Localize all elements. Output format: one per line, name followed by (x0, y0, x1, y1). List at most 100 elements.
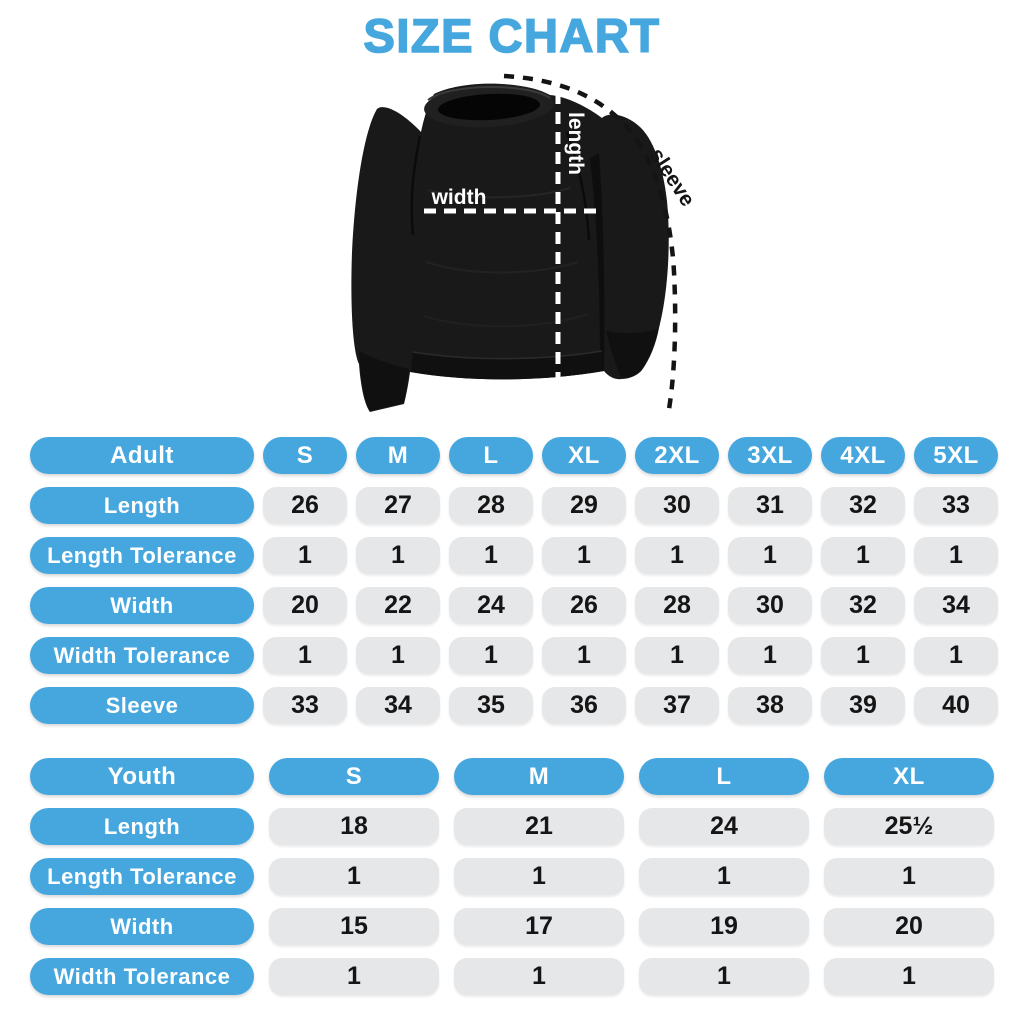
adult-sleeve-3xl: 38 (728, 687, 812, 724)
adult-length-tol-l: 1 (449, 537, 533, 574)
youth-width-xl: 20 (824, 908, 994, 945)
adult-length-tol-4xl: 1 (821, 537, 905, 574)
youth-size-header-xl: XL (824, 758, 994, 795)
youth-row-label-width: Width (30, 908, 254, 945)
youth-length-l: 24 (639, 808, 809, 845)
adult-size-header-5xl: 5XL (914, 437, 998, 474)
fold-line-3 (423, 313, 589, 328)
sleeve-measure-line (503, 73, 678, 416)
collar-highlight (427, 86, 551, 101)
page-title: SIZE CHART (363, 9, 661, 63)
adult-sleeve-m: 34 (356, 687, 440, 724)
youth-width-m: 17 (454, 908, 624, 945)
youth-width-tol-l: 1 (639, 958, 809, 995)
adult-width-tol-l: 1 (449, 637, 533, 674)
youth-row-label-width-tolerance: Width Tolerance (30, 958, 254, 995)
hem-seam (412, 350, 603, 360)
adult-length-tol-m: 1 (356, 537, 440, 574)
adult-length-tol-3xl: 1 (728, 537, 812, 574)
adult-width-tol-3xl: 1 (728, 637, 812, 674)
adult-sleeve-s: 33 (263, 687, 347, 724)
youth-length-s: 18 (269, 808, 439, 845)
adult-row-label-sleeve: Sleeve (30, 687, 254, 724)
adult-size-header-l: L (449, 437, 533, 474)
youth-table-header: Youth (30, 758, 254, 795)
adult-length-5xl: 33 (914, 487, 998, 524)
adult-sleeve-l: 35 (449, 687, 533, 724)
adult-size-header-3xl: 3XL (728, 437, 812, 474)
sweatshirt-silhouette (351, 83, 669, 412)
sweatshirt-diagram: width length sleeve (330, 62, 710, 434)
adult-size-header-4xl: 4XL (821, 437, 905, 474)
adult-length-tol-s: 1 (263, 537, 347, 574)
youth-length-m: 21 (454, 808, 624, 845)
adult-width-tol-2xl: 1 (635, 637, 719, 674)
youth-width-tol-s: 1 (269, 958, 439, 995)
adult-width-tol-xl: 1 (542, 637, 626, 674)
youth-length-tol-m: 1 (454, 858, 624, 895)
length-label: length (564, 112, 587, 175)
adult-length-2xl: 30 (635, 487, 719, 524)
fold-line-1 (427, 187, 571, 199)
adult-row-label-width-tolerance: Width Tolerance (30, 637, 254, 674)
adult-size-table: Adult S M L XL 2XL 3XL 4XL 5XL Length 26… (30, 437, 998, 724)
youth-size-table: Youth S M L XL Length 18 21 24 25½ Lengt… (30, 758, 994, 995)
width-label: width (431, 186, 487, 209)
adult-width-tol-5xl: 1 (914, 637, 998, 674)
adult-table-header: Adult (30, 437, 254, 474)
youth-length-tol-s: 1 (269, 858, 439, 895)
adult-width-tol-4xl: 1 (821, 637, 905, 674)
adult-sleeve-2xl: 37 (635, 687, 719, 724)
left-cuff (359, 351, 409, 411)
right-side-shadow (590, 153, 605, 371)
adult-sleeve-5xl: 40 (914, 687, 998, 724)
adult-length-l: 28 (449, 487, 533, 524)
youth-size-header-s: S (269, 758, 439, 795)
youth-size-header-m: M (454, 758, 624, 795)
youth-size-header-l: L (639, 758, 809, 795)
adult-width-l: 24 (449, 587, 533, 624)
adult-size-header-2xl: 2XL (635, 437, 719, 474)
youth-width-tol-m: 1 (454, 958, 624, 995)
adult-size-header-m: M (356, 437, 440, 474)
adult-row-label-length: Length (30, 487, 254, 524)
youth-row-label-length: Length (30, 808, 254, 845)
youth-length-tol-l: 1 (639, 858, 809, 895)
right-armhole-seam (565, 131, 591, 241)
sweatshirt-graphic: width length sleeve (351, 73, 699, 416)
adult-width-tol-m: 1 (356, 637, 440, 674)
fold-line-2 (425, 261, 579, 274)
adult-length-m: 27 (356, 487, 440, 524)
youth-row-label-length-tolerance: Length Tolerance (30, 858, 254, 895)
left-armhole-seam (410, 135, 422, 236)
adult-width-2xl: 28 (635, 587, 719, 624)
adult-size-header-s: S (263, 437, 347, 474)
adult-length-4xl: 32 (821, 487, 905, 524)
right-cuff (606, 329, 658, 378)
youth-width-tol-xl: 1 (824, 958, 994, 995)
youth-width-s: 15 (269, 908, 439, 945)
adult-length-tol-5xl: 1 (914, 537, 998, 574)
adult-length-3xl: 31 (728, 487, 812, 524)
collar-opening (438, 93, 540, 121)
adult-size-header-xl: XL (542, 437, 626, 474)
adult-width-m: 22 (356, 587, 440, 624)
adult-row-label-width: Width (30, 587, 254, 624)
adult-row-label-length-tolerance: Length Tolerance (30, 537, 254, 574)
youth-width-l: 19 (639, 908, 809, 945)
youth-length-xl: 25½ (824, 808, 994, 845)
adult-width-3xl: 30 (728, 587, 812, 624)
adult-length-tol-xl: 1 (542, 537, 626, 574)
adult-length-s: 26 (263, 487, 347, 524)
adult-width-tol-s: 1 (263, 637, 347, 674)
adult-width-5xl: 34 (914, 587, 998, 624)
adult-length-tol-2xl: 1 (635, 537, 719, 574)
adult-width-s: 20 (263, 587, 347, 624)
adult-length-xl: 29 (542, 487, 626, 524)
adult-width-4xl: 32 (821, 587, 905, 624)
adult-sleeve-4xl: 39 (821, 687, 905, 724)
youth-length-tol-xl: 1 (824, 858, 994, 895)
adult-width-xl: 26 (542, 587, 626, 624)
adult-sleeve-xl: 36 (542, 687, 626, 724)
